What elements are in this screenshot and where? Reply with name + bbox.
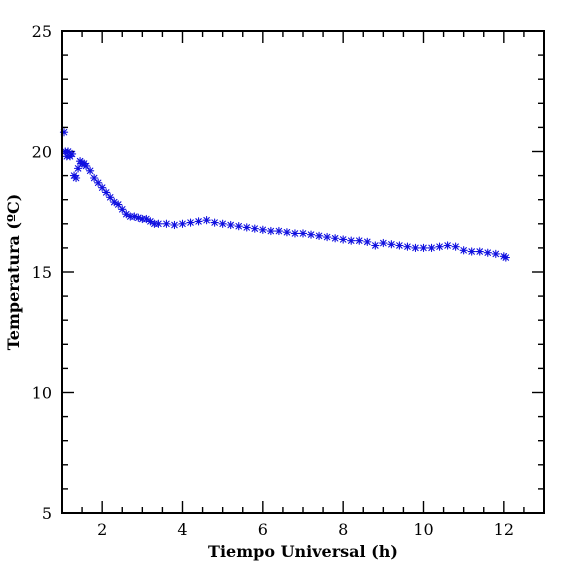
data-point [443,241,452,250]
data-point [146,217,155,226]
data-point [142,214,151,224]
data-point [102,188,111,197]
plot-frame [61,30,545,514]
data-point [218,219,227,228]
data-point [379,238,388,248]
data-point [118,205,127,214]
data-point [266,226,276,236]
y-tick-label: 15 [32,263,52,282]
y-axis-title: Temperatura (ºC) [4,194,23,351]
data-point [242,223,251,232]
data-point [89,173,99,183]
data-point [451,242,460,251]
data-point [162,219,171,228]
data-point [194,217,203,226]
data-point [234,222,243,231]
x-tick-label: 8 [338,520,348,539]
data-point [258,225,267,234]
data-point [387,240,396,249]
data-point [499,252,508,261]
data-point [491,249,500,259]
data-point [306,230,316,239]
data-point [122,210,131,219]
data-point [355,236,364,245]
y-tick-labels: 5 10 15 20 25 [32,22,52,523]
data-point [363,237,372,247]
data-point [106,193,115,202]
data-point [274,226,284,236]
data-points [59,128,510,262]
data-point [114,200,123,209]
data-point [403,242,412,251]
data-point [250,224,259,233]
data-point [322,232,332,242]
data-point [339,235,348,244]
data-point [71,173,81,183]
data-point [130,212,139,221]
data-point [67,149,77,159]
axis-ticks [61,30,545,514]
x-tick-label: 2 [97,520,107,539]
y-tick-label: 25 [32,22,52,41]
data-point [81,161,91,171]
x-tick-label: 10 [413,520,433,539]
data-point [282,228,292,237]
data-point [186,218,195,227]
data-point [314,231,324,240]
data-point [178,219,187,228]
data-point [226,220,235,230]
data-point [475,247,484,256]
data-point [202,216,211,225]
x-tick-label: 6 [258,520,268,539]
data-point [94,178,103,187]
data-point [395,241,404,250]
data-point [467,247,476,256]
y-tick-label: 10 [32,384,52,403]
data-point [134,213,143,222]
data-point [85,166,95,175]
x-tick-label: 4 [177,520,187,539]
data-point [427,243,436,253]
data-point [419,243,428,253]
y-tick-label: 20 [32,143,52,162]
data-point [210,218,219,227]
y-tick-label: 5 [42,504,52,523]
data-point [483,248,492,257]
x-tick-label: 12 [494,520,514,539]
data-point [73,164,83,173]
x-tick-labels: 2 4 6 8 10 12 [97,520,514,539]
data-point [298,229,308,238]
data-point [371,241,380,250]
data-point [411,243,420,253]
data-point [435,242,444,251]
data-point [63,147,73,156]
data-point [154,219,163,228]
data-point [347,236,356,245]
data-point [110,197,119,207]
x-axis-title: Tiempo Universal (h) [208,542,398,561]
data-point [170,220,179,230]
data-point [290,229,300,238]
data-point [330,234,340,243]
data-point [501,253,510,262]
data-point [98,183,107,192]
data-point [59,128,69,137]
data-point [459,246,468,255]
